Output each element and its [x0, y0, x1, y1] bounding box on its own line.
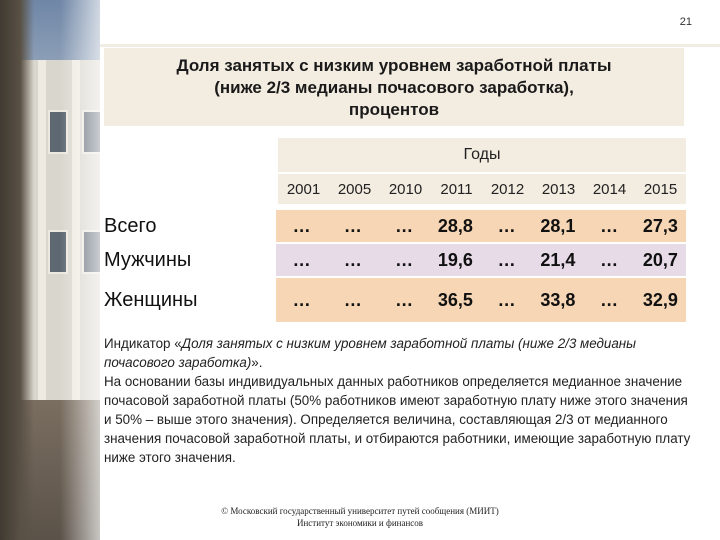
page-number: 21	[679, 16, 692, 28]
table-row-men: Мужчины … … … 19,6 … 21,4 … 20,7	[104, 244, 686, 276]
tree	[0, 0, 34, 540]
table-cell: …	[343, 215, 362, 236]
indicator-paragraph: Индикатор «Доля занятых с низким уровнем…	[104, 336, 637, 370]
footer-line-2: Институт экономики и финансов	[296, 518, 424, 528]
table-cell: …	[343, 289, 362, 310]
table-cell: 21,4	[540, 249, 576, 270]
table-cell: 32,9	[642, 289, 678, 310]
title-line-3: процентов	[348, 100, 440, 119]
table-cell: …	[395, 215, 414, 236]
header-rule	[100, 44, 720, 47]
table-cell: 28,8	[437, 215, 473, 236]
indicator-description: Индикатор «Доля занятых с низким уровнем…	[104, 334, 694, 467]
table-cell: …	[292, 215, 311, 236]
years-header: Годы	[278, 138, 686, 172]
table-cell: …	[395, 249, 414, 270]
table-cell: …	[395, 289, 414, 310]
year-cell: 2014	[592, 180, 627, 198]
table-cell: …	[600, 249, 619, 270]
row-label: Мужчины	[104, 244, 276, 276]
table-cell: …	[292, 289, 311, 310]
year-cell: 2001	[286, 180, 321, 198]
table-cell: 36,5	[437, 289, 473, 310]
footer-line-1: © Московский государственный университет…	[221, 506, 499, 516]
title-line-1: Доля занятых с низким уровнем заработной…	[176, 56, 612, 75]
table-cell: …	[600, 215, 619, 236]
slide-title: Доля занятых с низким уровнем заработной…	[104, 55, 684, 121]
year-cell: 2011	[440, 180, 473, 198]
table-cell: …	[600, 289, 619, 310]
table-cell: 33,8	[540, 289, 576, 310]
years-row: 2001 2005 2010 2011 2012 2013 2014 2015	[278, 174, 686, 204]
table-cell: …	[343, 249, 362, 270]
year-cell: 2015	[643, 180, 678, 198]
title-line-2: (ниже 2/3 медианы почасового заработка),	[214, 78, 574, 97]
table-row-total: Всего … … … 28,8 … 28,1 … 27,3	[104, 210, 686, 242]
table-cell: 28,1	[540, 215, 576, 236]
table-cell: …	[497, 215, 516, 236]
year-cell: 2013	[541, 180, 576, 198]
year-cell: 2010	[388, 180, 423, 198]
row-label: Всего	[104, 210, 276, 242]
table-cell: …	[497, 249, 516, 270]
table-cell: 19,6	[437, 249, 473, 270]
title-background	[104, 48, 684, 126]
table-cell: 27,3	[642, 215, 678, 236]
table-cell: …	[497, 289, 516, 310]
footer-copyright: © Московский государственный университет…	[160, 505, 560, 529]
table-cell: 20,7	[642, 249, 678, 270]
table-row-women: Женщины … … … 36,5 … 33,8 … 32,9	[104, 278, 686, 322]
row-label: Женщины	[104, 278, 276, 322]
year-cell: 2012	[490, 180, 525, 198]
table-cell: …	[292, 249, 311, 270]
indicator-name: Доля занятых с низким уровнем заработной…	[104, 336, 637, 370]
method-paragraph: На основании базы индивидуальных данных …	[104, 374, 691, 465]
year-cell: 2005	[337, 180, 372, 198]
table-corner	[104, 138, 276, 204]
